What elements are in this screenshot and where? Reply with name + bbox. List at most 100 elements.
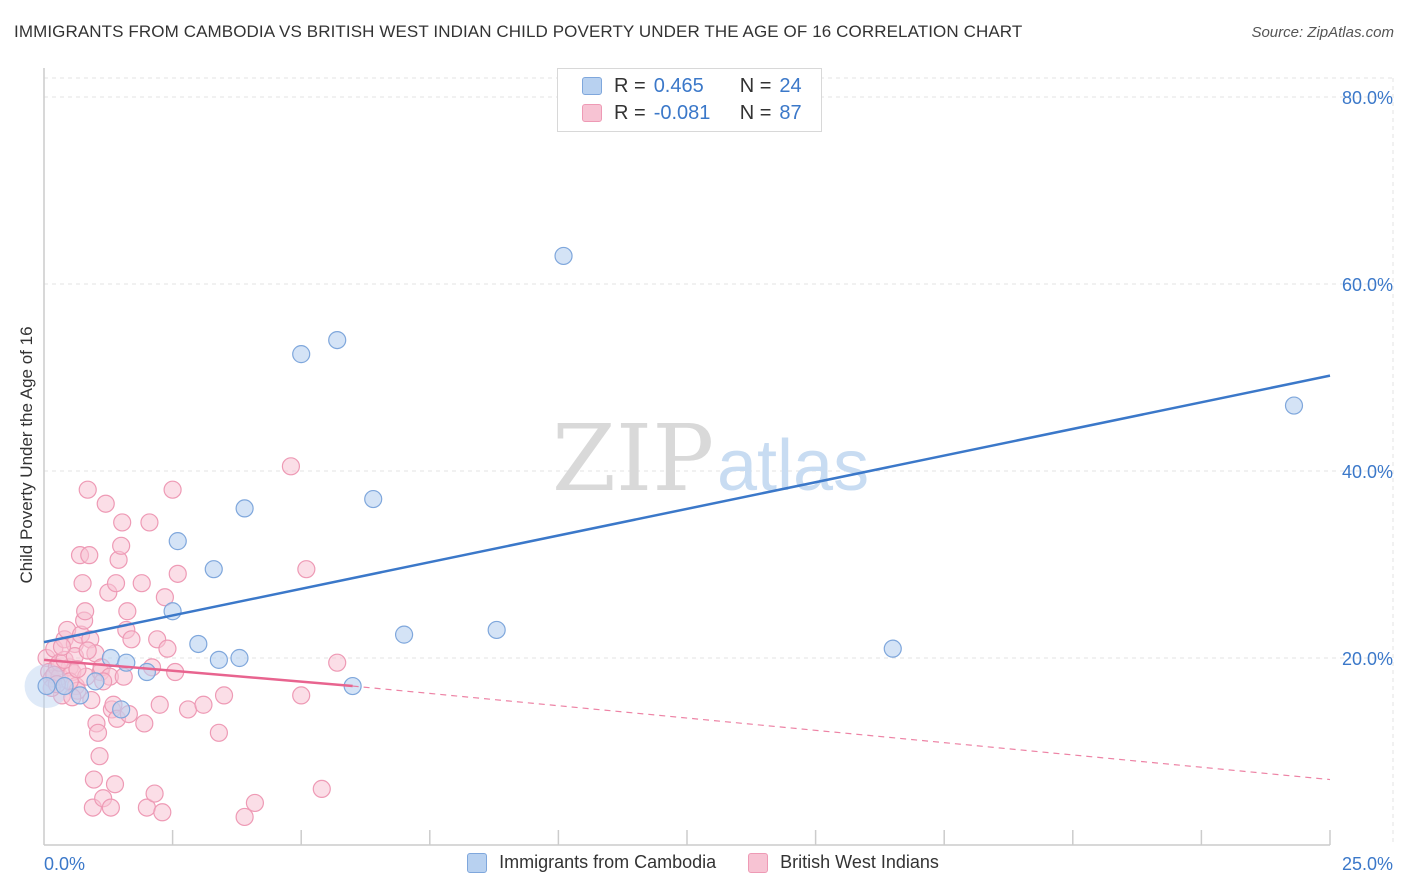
point-british-west-indians <box>194 695 213 714</box>
watermark-atlas: atlas <box>717 426 869 506</box>
x-tick-labels: 0.0% 25.0% <box>44 854 1393 874</box>
legend-row-british-west-indians: R = -0.081 N = 87 <box>582 100 802 126</box>
point-cambodia <box>554 246 573 266</box>
legend-item-british-west-indians: British West Indians <box>748 852 939 873</box>
point-british-west-indians <box>132 574 151 593</box>
point-british-west-indians <box>168 564 187 583</box>
y-tick-labels: 20.0% 40.0% 60.0% 80.0% <box>1342 88 1393 669</box>
legend-swatch-blue <box>467 852 488 873</box>
legend-n-label: N = <box>739 101 772 124</box>
point-cambodia <box>86 672 105 691</box>
point-british-west-indians <box>178 700 198 719</box>
legend-n-value: 87 <box>779 101 802 124</box>
point-british-west-indians <box>150 695 169 714</box>
point-british-west-indians <box>96 494 115 513</box>
y-tick-label: 20.0% <box>1342 649 1393 669</box>
point-cambodia <box>70 686 90 705</box>
point-british-west-indians <box>297 560 316 579</box>
chart-title: IMMIGRANTS FROM CAMBODIA VS BRITISH WEST… <box>14 22 1023 41</box>
source-label: Source: ZipAtlas.com <box>1251 24 1394 41</box>
point-british-west-indians <box>292 686 311 705</box>
legend-row-cambodia: R = 0.465 N = 24 <box>582 73 802 99</box>
point-cambodia <box>37 676 56 696</box>
point-british-west-indians <box>153 803 172 822</box>
y-tick-label: 40.0% <box>1342 462 1393 482</box>
point-cambodia <box>292 345 311 364</box>
x-tick-label: 25.0% <box>1342 854 1393 874</box>
point-cambodia <box>209 650 228 669</box>
trend-line-cambodia <box>43 374 1331 644</box>
legend-r-label: R = <box>614 101 646 124</box>
point-cambodia <box>168 532 187 551</box>
trend-extension-british-west-indians <box>352 685 1331 781</box>
y-axis-label: Child Poverty Under the Age of 16 <box>17 326 36 584</box>
correlation-legend: R = 0.465 N = 24 R = -0.081 N = 87 <box>557 68 822 132</box>
point-british-west-indians <box>140 513 159 532</box>
y-tick-label: 60.0% <box>1342 275 1393 295</box>
series-immigrants-from-cambodia <box>24 246 1304 719</box>
point-british-west-indians <box>122 630 141 649</box>
point-british-west-indians <box>106 574 126 593</box>
point-british-west-indians <box>78 641 97 660</box>
point-cambodia <box>1284 396 1304 415</box>
point-british-west-indians <box>328 653 347 672</box>
legend-r-value: -0.081 <box>653 101 711 124</box>
point-cambodia <box>189 634 208 654</box>
legend-swatch-pink <box>582 104 602 122</box>
point-british-west-indians <box>155 588 174 607</box>
point-british-west-indians <box>135 714 154 733</box>
y-tick-label: 80.0% <box>1342 88 1393 108</box>
point-british-west-indians <box>78 480 97 499</box>
legend-n-label: N = <box>739 74 772 97</box>
point-cambodia <box>235 499 254 518</box>
legend-item-cambodia: Immigrants from Cambodia <box>467 852 716 873</box>
point-british-west-indians <box>88 723 108 742</box>
point-british-west-indians <box>101 798 120 817</box>
x-tick-label: 0.0% <box>44 854 85 874</box>
legend-r-value: 0.465 <box>653 74 704 97</box>
point-british-west-indians <box>214 686 234 705</box>
point-british-west-indians <box>158 639 177 658</box>
point-british-west-indians <box>118 602 137 621</box>
point-british-west-indians <box>235 807 254 827</box>
trend-line-british-west-indians <box>43 658 353 688</box>
point-british-west-indians <box>84 770 103 789</box>
series-british-west-indians <box>37 457 347 827</box>
point-british-west-indians <box>145 784 164 803</box>
point-cambodia <box>137 662 156 682</box>
legend-label-british-west-indians: British West Indians <box>780 852 939 872</box>
watermark: ZIP atlas <box>552 405 869 512</box>
point-british-west-indians <box>80 546 99 565</box>
axes <box>43 68 1331 846</box>
legend-swatch-blue <box>582 77 602 95</box>
point-british-west-indians <box>209 723 228 742</box>
legend-r-label: R = <box>614 74 646 97</box>
point-cambodia <box>328 331 347 350</box>
legend-n-value: 24 <box>779 74 802 97</box>
point-british-west-indians <box>90 747 109 766</box>
point-british-west-indians <box>245 793 265 813</box>
point-british-west-indians <box>105 775 125 794</box>
point-cambodia <box>364 489 383 509</box>
point-cambodia <box>883 639 902 658</box>
series-legend: Immigrants from Cambodia British West In… <box>0 852 1406 873</box>
point-cambodia <box>117 653 136 672</box>
point-british-west-indians <box>312 779 331 799</box>
legend-swatch-pink <box>748 852 769 873</box>
point-british-west-indians <box>113 513 132 532</box>
point-cambodia <box>204 560 223 579</box>
point-british-west-indians <box>68 660 87 679</box>
legend-label-cambodia: Immigrants from Cambodia <box>499 852 717 872</box>
point-cambodia <box>55 676 74 696</box>
point-cambodia <box>112 700 131 719</box>
point-british-west-indians <box>281 457 301 476</box>
point-british-west-indians <box>112 536 131 555</box>
point-british-west-indians <box>73 574 92 593</box>
point-british-west-indians <box>76 602 95 621</box>
point-cambodia <box>230 648 249 668</box>
point-british-west-indians <box>163 480 182 499</box>
trend-lines <box>43 374 1331 781</box>
point-cambodia <box>487 620 506 640</box>
watermark-zip: ZIP <box>552 405 714 512</box>
